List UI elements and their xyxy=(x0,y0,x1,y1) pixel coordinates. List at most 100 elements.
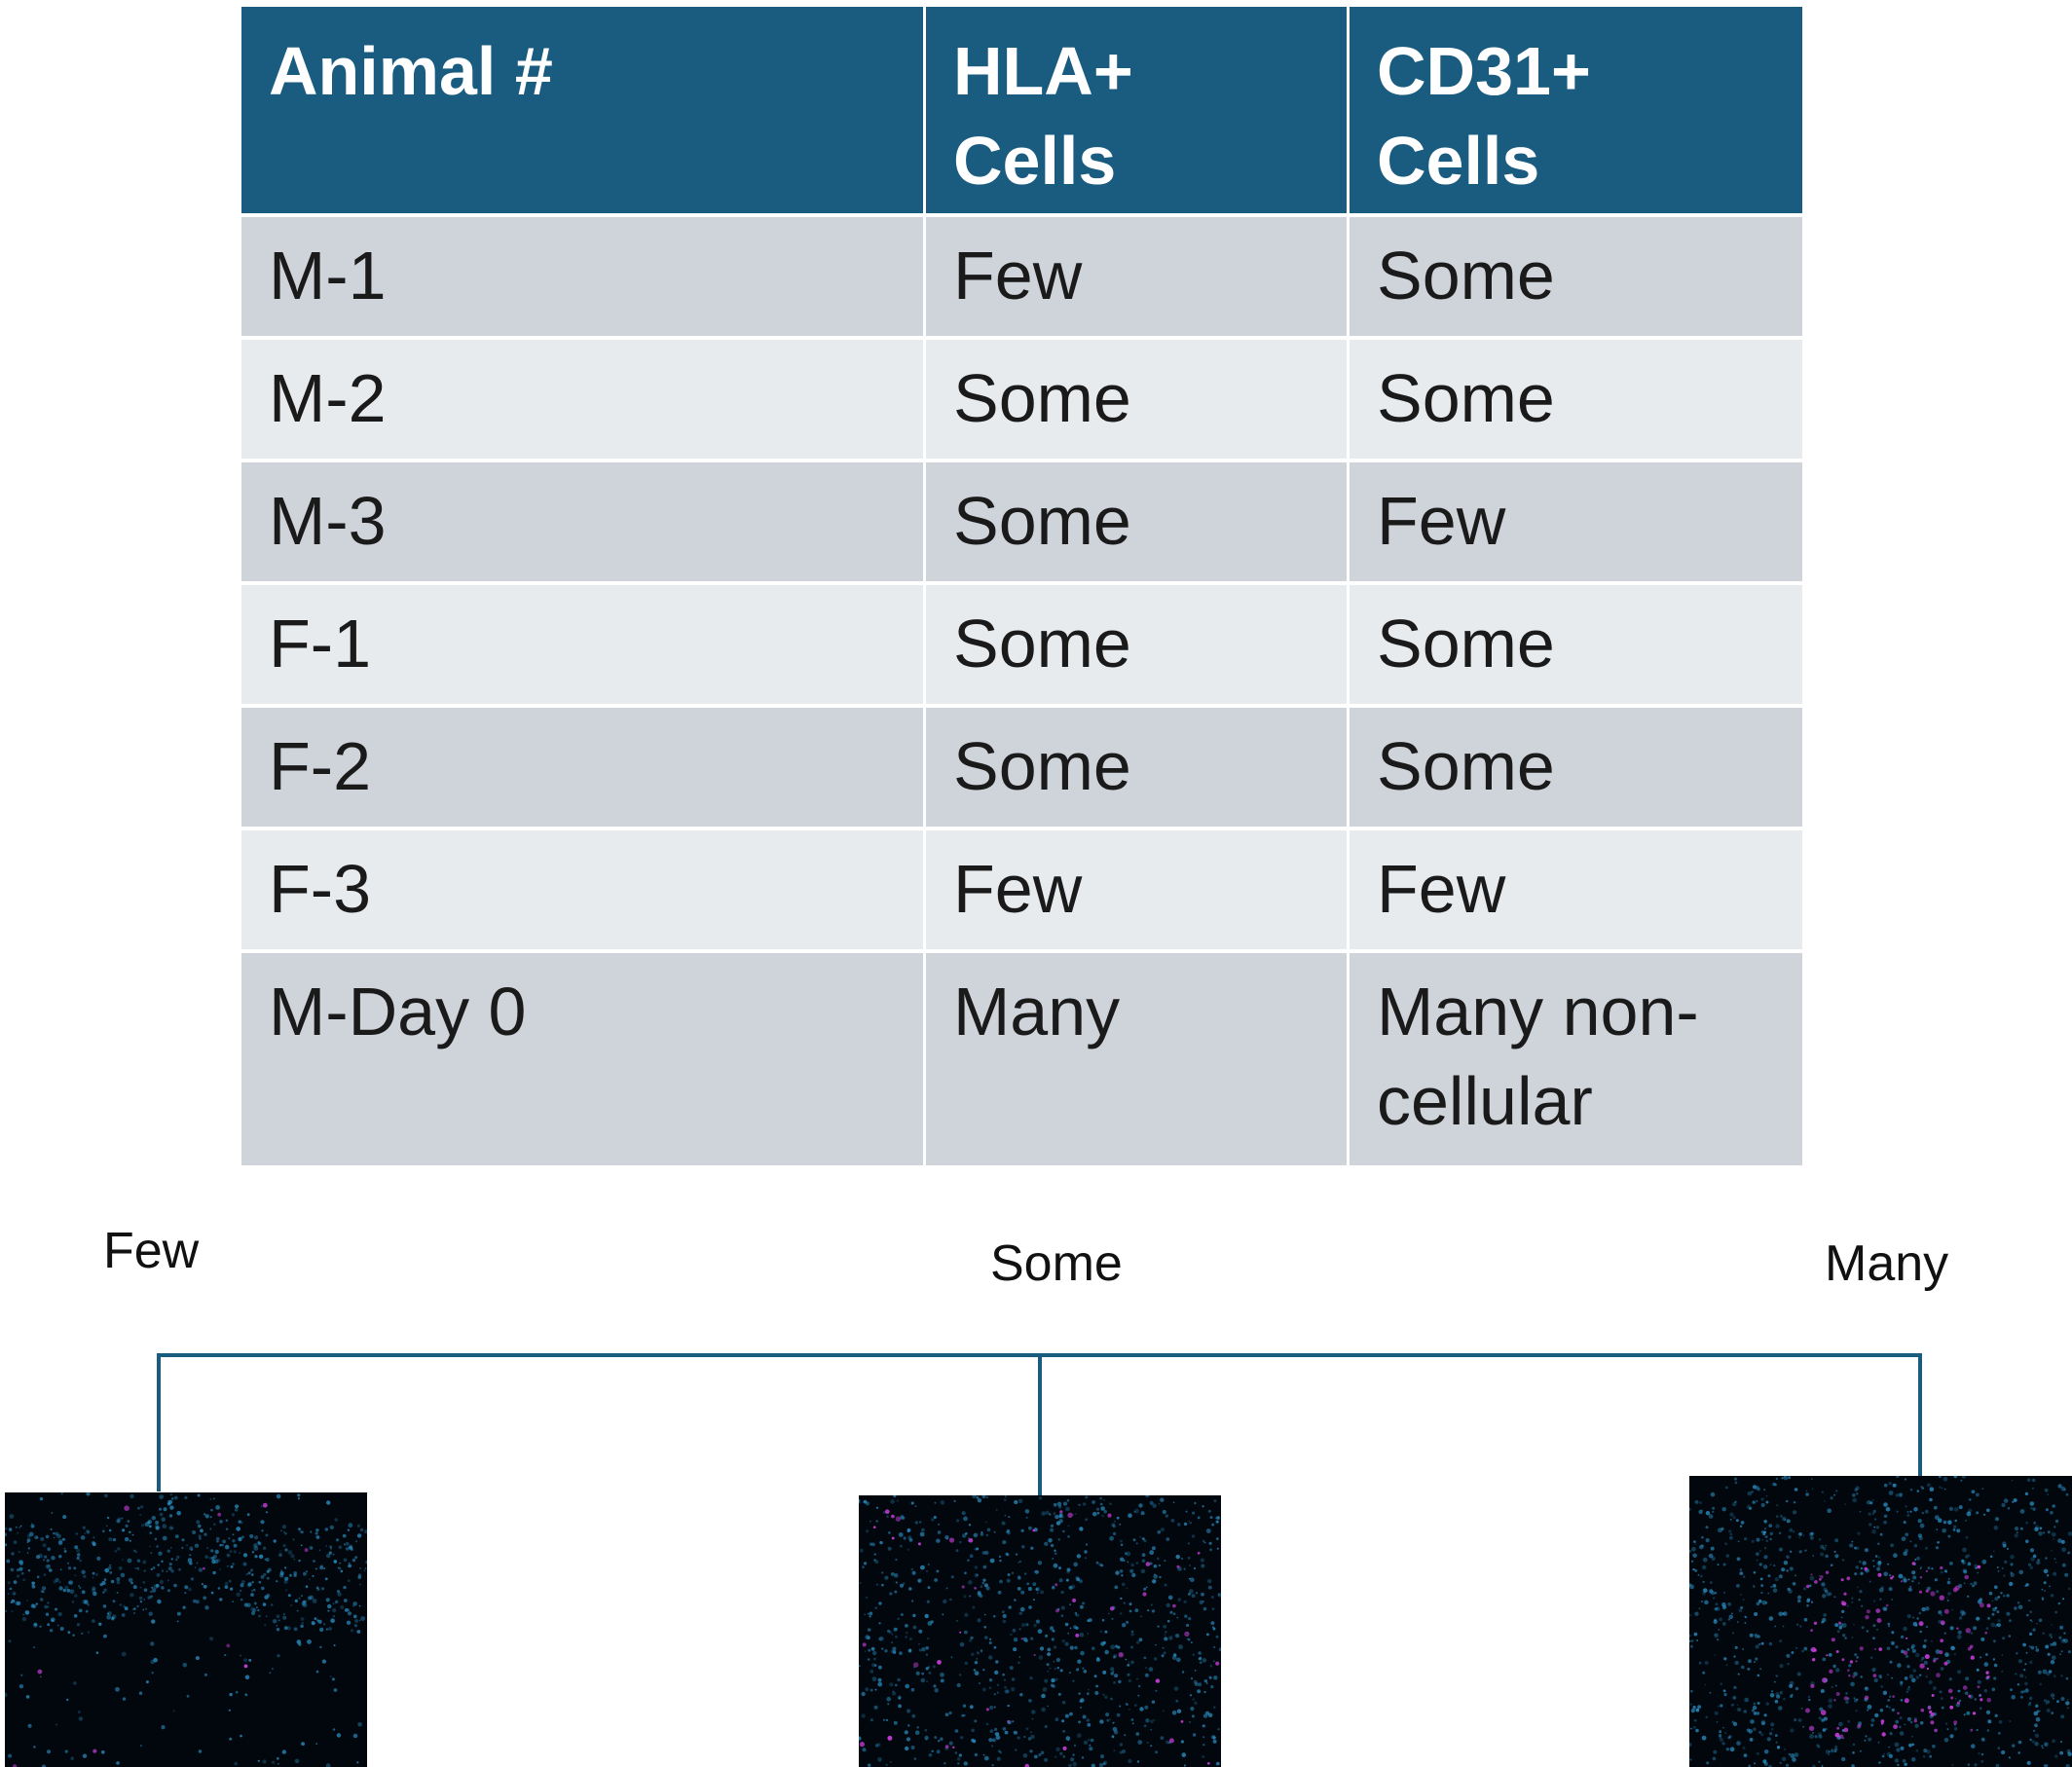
nucleus-dot xyxy=(348,1564,352,1568)
nucleus-dot xyxy=(1867,1704,1872,1710)
nucleus-dot xyxy=(9,1514,15,1519)
marker-dot xyxy=(1118,1652,1124,1658)
marker-dot xyxy=(1864,1566,1868,1571)
nucleus-dot xyxy=(1157,1625,1160,1628)
nucleus-dot xyxy=(2025,1539,2029,1543)
nucleus-dot xyxy=(1961,1614,1963,1616)
marker-dot xyxy=(1980,1698,1983,1702)
nucleus-dot xyxy=(74,1545,79,1550)
nucleus-dot xyxy=(103,1493,108,1498)
nucleus-dot xyxy=(1127,1673,1130,1676)
nucleus-dot xyxy=(2050,1693,2055,1698)
nucleus-dot xyxy=(984,1550,989,1556)
nucleus-dot xyxy=(1778,1547,1783,1552)
nucleus-dot xyxy=(204,1513,206,1516)
nucleus-dot xyxy=(2031,1487,2035,1490)
nucleus-dot xyxy=(269,1672,272,1675)
nucleus-dot xyxy=(1130,1660,1134,1665)
nucleus-dot xyxy=(912,1613,916,1618)
nucleus-dot xyxy=(887,1546,892,1551)
nucleus-dot xyxy=(20,1674,23,1676)
nucleus-dot xyxy=(963,1595,967,1599)
nucleus-dot xyxy=(1860,1675,1863,1678)
cell-hla: Some xyxy=(926,585,1347,704)
nucleus-dot xyxy=(887,1703,890,1706)
nucleus-dot xyxy=(1781,1477,1784,1480)
nucleus-dot xyxy=(1756,1559,1758,1562)
nucleus-dot xyxy=(1922,1644,1927,1649)
nucleus-dot xyxy=(1691,1560,1694,1563)
nucleus-dot xyxy=(1772,1482,1776,1487)
nucleus-dot xyxy=(1896,1748,1901,1752)
nucleus-dot xyxy=(861,1713,866,1718)
nucleus-dot xyxy=(1921,1487,1924,1490)
nucleus-dot xyxy=(1103,1499,1105,1501)
nucleus-dot xyxy=(1769,1564,1772,1565)
nucleus-dot xyxy=(1181,1752,1187,1757)
nucleus-dot xyxy=(976,1651,980,1655)
nucleus-dot xyxy=(1149,1500,1154,1505)
nucleus-dot xyxy=(1988,1591,1993,1596)
nucleus-dot xyxy=(1823,1716,1828,1721)
nucleus-dot xyxy=(122,1528,126,1532)
nucleus-dot xyxy=(337,1566,340,1569)
nucleus-dot xyxy=(1980,1637,1985,1641)
nucleus-dot xyxy=(1724,1542,1727,1546)
nucleus-dot xyxy=(83,1574,87,1578)
legend-label-few: Few xyxy=(103,1223,200,1279)
nucleus-dot xyxy=(906,1529,910,1532)
nucleus-dot xyxy=(1772,1584,1777,1588)
nucleus-dot xyxy=(1808,1698,1811,1702)
nucleus-dot xyxy=(1720,1682,1723,1685)
table-row: M-Day 0 Many Many non-cellular xyxy=(241,953,1802,1165)
nucleus-dot xyxy=(1883,1571,1888,1577)
nucleus-dot xyxy=(1976,1668,1980,1672)
nucleus-dot xyxy=(204,1555,209,1559)
marker-dot xyxy=(1843,1727,1849,1733)
nucleus-dot xyxy=(1004,1685,1007,1689)
nucleus-dot xyxy=(2033,1521,2037,1525)
nucleus-dot xyxy=(1087,1722,1092,1727)
nucleus-dot xyxy=(1860,1566,1864,1570)
nucleus-dot xyxy=(1814,1735,1818,1739)
nucleus-dot xyxy=(78,1608,83,1613)
nucleus-dot xyxy=(2019,1527,2023,1530)
nucleus-dot xyxy=(1084,1550,1088,1554)
nucleus-dot xyxy=(1058,1519,1063,1524)
nucleus-dot xyxy=(1030,1546,1034,1550)
nucleus-dot xyxy=(1025,1727,1029,1731)
nucleus-dot xyxy=(64,1749,68,1753)
nucleus-dot xyxy=(1778,1574,1783,1579)
nucleus-dot xyxy=(1734,1645,1738,1649)
nucleus-dot xyxy=(1974,1564,1979,1568)
nucleus-dot xyxy=(67,1566,72,1570)
marker-dot xyxy=(1919,1576,1923,1579)
nucleus-dot xyxy=(2031,1740,2035,1744)
nucleus-dot xyxy=(1102,1762,1106,1766)
nucleus-dot xyxy=(1923,1749,1928,1753)
nucleus-dot xyxy=(1877,1742,1880,1744)
nucleus-dot xyxy=(57,1611,62,1617)
nucleus-dot xyxy=(962,1704,967,1708)
nucleus-dot xyxy=(1185,1510,1188,1513)
nucleus-dot xyxy=(894,1627,898,1631)
nucleus-dot xyxy=(16,1568,20,1572)
marker-dot xyxy=(1207,1762,1210,1765)
nucleus-dot xyxy=(912,1625,917,1630)
nucleus-dot xyxy=(230,1565,234,1568)
nucleus-dot xyxy=(972,1605,976,1609)
nucleus-dot xyxy=(42,1543,47,1548)
nucleus-dot xyxy=(143,1598,146,1601)
nucleus-dot xyxy=(1025,1516,1028,1520)
nucleus-dot xyxy=(1844,1637,1847,1639)
nucleus-dot xyxy=(352,1558,356,1563)
micrograph-some xyxy=(859,1495,1221,1767)
nucleus-dot xyxy=(993,1645,997,1649)
nucleus-dot xyxy=(1806,1599,1810,1603)
nucleus-dot xyxy=(1090,1738,1094,1743)
nucleus-dot xyxy=(1092,1511,1097,1517)
nucleus-dot xyxy=(198,1534,202,1538)
nucleus-dot xyxy=(974,1671,980,1675)
nucleus-dot xyxy=(1833,1550,1836,1554)
